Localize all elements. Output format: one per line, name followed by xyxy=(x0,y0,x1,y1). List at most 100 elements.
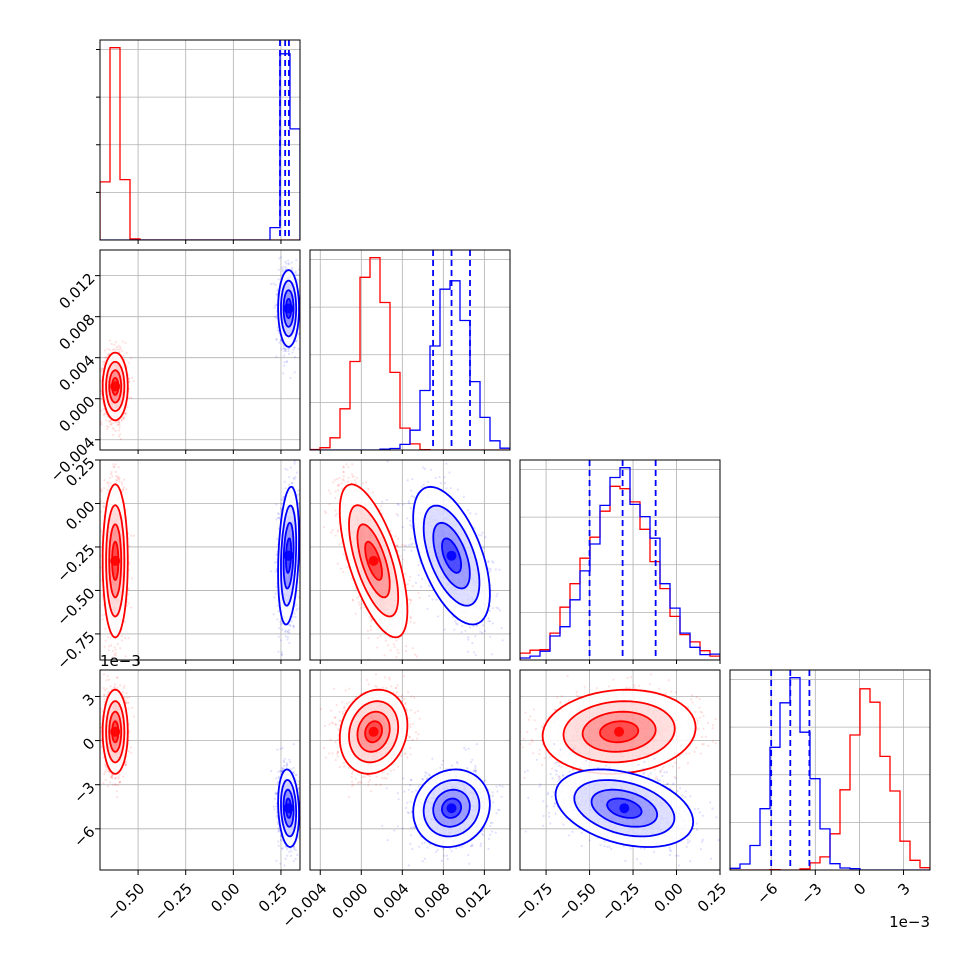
scatter-point xyxy=(123,620,126,624)
scatter-point xyxy=(110,473,113,476)
scatter-point xyxy=(109,339,112,342)
scatter-point xyxy=(119,438,122,441)
scatter-point xyxy=(295,340,298,343)
scatter-point xyxy=(105,425,108,428)
scatter-point xyxy=(98,518,100,520)
scatter-point xyxy=(104,411,107,414)
density-core-red xyxy=(110,381,121,392)
scatter-point xyxy=(114,648,117,651)
scatter-point xyxy=(300,309,302,311)
scatter-point xyxy=(109,423,112,426)
scatter-point xyxy=(113,343,116,346)
scatter-point xyxy=(111,475,114,478)
scatter-point xyxy=(281,628,284,631)
scatter-point xyxy=(288,476,291,479)
scatter-point xyxy=(110,342,113,346)
scatter-point xyxy=(131,577,134,580)
scatter-point xyxy=(132,534,135,537)
scatter-point xyxy=(117,466,120,469)
scatter-point xyxy=(106,427,109,430)
scatter-point xyxy=(293,371,296,374)
scatter-point xyxy=(117,348,120,351)
scatter-point xyxy=(121,419,124,422)
scatter-point xyxy=(129,606,132,609)
scatter-point xyxy=(102,413,105,416)
scatter-point xyxy=(102,501,105,504)
scatter-point xyxy=(97,388,99,390)
scatter-point xyxy=(282,265,285,268)
scatter-point xyxy=(303,310,305,312)
scatter-point xyxy=(118,421,121,424)
scatter-point xyxy=(277,278,280,281)
scatter-point xyxy=(106,348,109,351)
scatter-point xyxy=(283,354,286,357)
scatter-point xyxy=(117,344,120,347)
scatter-point xyxy=(294,340,297,343)
scatter-point xyxy=(102,505,105,508)
scatter-point xyxy=(122,488,125,491)
scatter-point xyxy=(117,429,121,432)
scatter-point xyxy=(123,636,126,640)
scatter-point xyxy=(285,262,288,265)
scatter-point xyxy=(122,417,125,420)
scatter-point xyxy=(108,645,111,648)
scatter-point xyxy=(303,554,305,556)
scatter-point xyxy=(101,368,104,371)
scatter-point xyxy=(284,266,287,269)
scatter-point xyxy=(100,510,103,513)
scatter-point xyxy=(105,419,108,422)
scatter-point xyxy=(297,332,300,335)
scatter-point xyxy=(115,421,118,424)
scatter-point xyxy=(108,649,111,652)
scatter-point xyxy=(274,315,277,318)
scatter-point xyxy=(119,347,122,350)
scatter-point xyxy=(282,345,285,348)
scatter-point xyxy=(112,463,115,466)
scatter-point xyxy=(106,482,109,485)
panel-2-0 xyxy=(98,460,305,660)
scatter-point xyxy=(119,647,122,650)
scatter-point xyxy=(290,268,294,271)
scatter-point xyxy=(303,305,305,307)
scatter-point xyxy=(296,278,299,281)
scatter-point xyxy=(123,416,126,419)
panel-1-0 xyxy=(97,250,305,450)
scatter-point xyxy=(127,602,130,605)
scatter-point xyxy=(276,326,279,329)
scatter-point xyxy=(121,489,124,492)
scatter-point xyxy=(105,356,108,359)
scatter-point xyxy=(108,352,111,355)
scatter-point xyxy=(100,398,103,401)
scatter-point xyxy=(121,340,124,343)
scatter-point xyxy=(116,424,119,427)
scatter-point xyxy=(294,271,297,274)
scatter-point xyxy=(124,412,127,415)
scatter-point xyxy=(119,346,122,349)
scatter-point xyxy=(275,317,278,320)
scatter-point xyxy=(107,484,110,487)
scatter-point xyxy=(124,412,127,415)
scatter-point xyxy=(303,298,305,300)
scatter-point xyxy=(301,314,303,316)
scatter-point xyxy=(287,263,290,266)
scatter-point xyxy=(111,426,114,430)
scatter-point xyxy=(114,654,117,657)
scatter-point xyxy=(108,419,112,422)
scatter-point xyxy=(101,367,104,370)
scatter-point xyxy=(107,420,110,423)
scatter-point xyxy=(114,429,117,433)
scatter-point xyxy=(127,637,130,640)
scatter-point xyxy=(283,348,286,351)
scatter-point xyxy=(126,405,129,409)
scatter-point xyxy=(106,488,109,491)
scatter-point xyxy=(125,488,128,491)
scatter-point xyxy=(108,476,112,480)
panel-frame xyxy=(99,39,301,241)
scatter-point xyxy=(127,587,130,590)
scatter-point xyxy=(303,567,305,569)
scatter-point xyxy=(303,506,305,508)
scatter-point xyxy=(295,471,298,474)
scatter-point xyxy=(297,268,300,271)
scatter-point xyxy=(287,262,290,265)
scatter-point xyxy=(108,348,111,352)
